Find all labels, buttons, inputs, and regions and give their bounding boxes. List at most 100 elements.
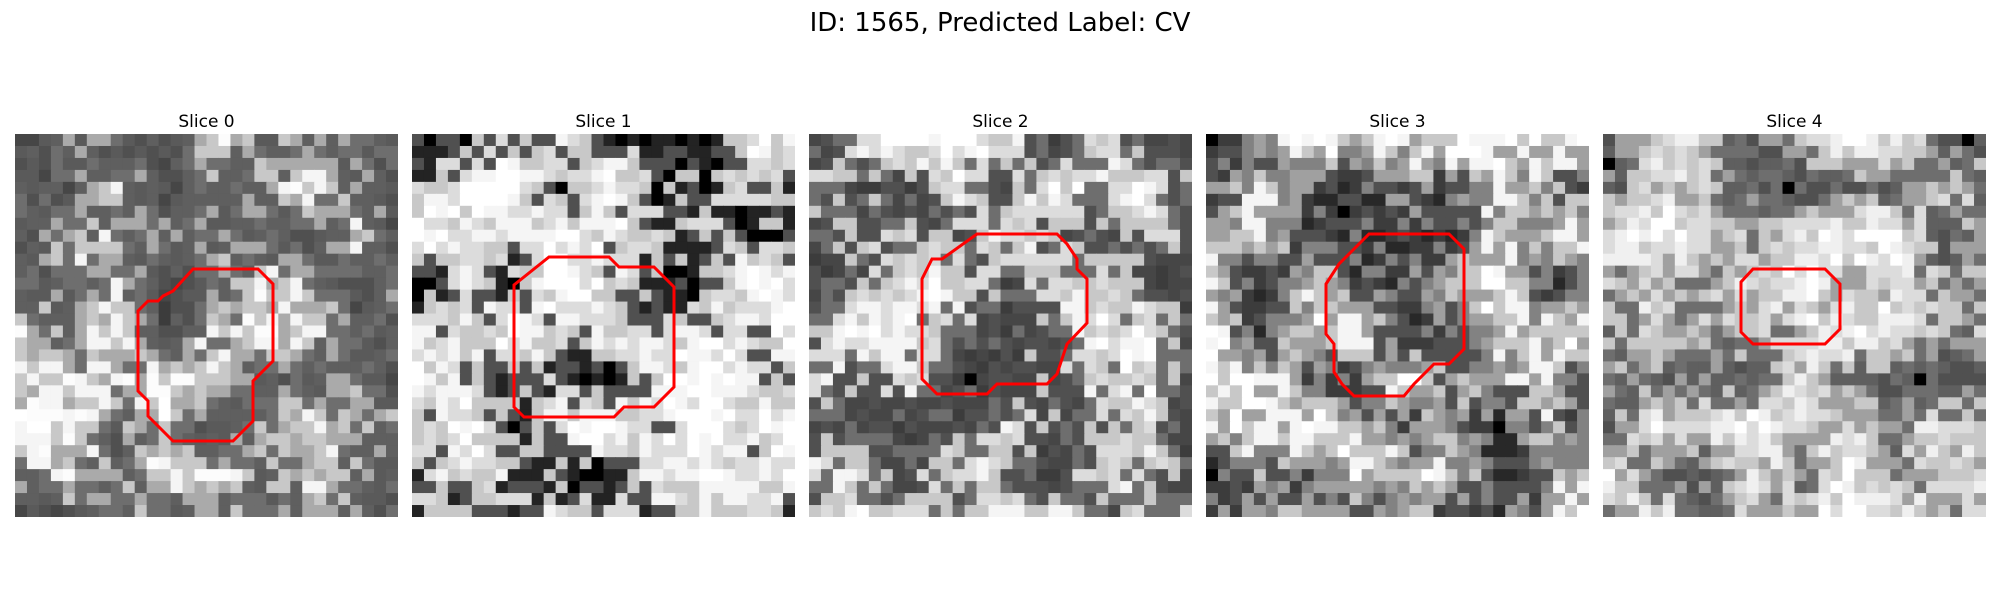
pixel bbox=[735, 409, 748, 422]
pixel bbox=[1180, 409, 1192, 422]
pixel bbox=[1180, 397, 1192, 410]
pixel bbox=[1866, 373, 1879, 386]
pixel bbox=[146, 373, 160, 386]
pixel bbox=[1253, 481, 1267, 494]
pixel bbox=[1241, 205, 1255, 219]
pixel bbox=[1662, 313, 1676, 327]
pixel bbox=[50, 217, 64, 231]
pixel bbox=[314, 361, 327, 374]
pixel bbox=[964, 433, 978, 446]
pixel bbox=[1842, 301, 1855, 315]
pixel bbox=[531, 145, 545, 159]
pixel bbox=[820, 409, 834, 422]
pixel bbox=[723, 229, 736, 243]
pixel bbox=[1866, 241, 1879, 255]
pixel bbox=[1108, 421, 1121, 434]
pixel bbox=[1710, 253, 1724, 267]
pixel bbox=[158, 469, 172, 482]
pixel bbox=[1854, 313, 1867, 327]
pixel bbox=[1084, 433, 1097, 446]
pixel bbox=[809, 145, 822, 159]
pixel bbox=[1337, 325, 1351, 339]
pixel bbox=[687, 385, 700, 398]
pixel bbox=[1397, 145, 1411, 159]
pixel bbox=[1253, 325, 1267, 339]
pixel bbox=[218, 397, 232, 410]
pixel bbox=[1505, 373, 1518, 386]
pixel bbox=[1469, 457, 1482, 470]
pixel bbox=[952, 181, 966, 195]
pixel bbox=[170, 421, 184, 434]
pixel bbox=[1565, 445, 1578, 458]
pixel bbox=[1253, 349, 1267, 363]
pixel bbox=[1229, 337, 1243, 351]
pixel bbox=[38, 289, 52, 303]
pixel bbox=[783, 385, 795, 398]
pixel bbox=[1024, 217, 1038, 231]
pixel bbox=[1457, 433, 1470, 446]
pixel bbox=[1926, 397, 1939, 410]
pixel bbox=[50, 457, 64, 470]
pixel bbox=[844, 421, 858, 434]
pixel bbox=[1770, 397, 1784, 410]
pixel bbox=[1614, 157, 1628, 171]
pixel bbox=[880, 205, 894, 219]
pixel bbox=[1156, 241, 1169, 255]
pixel bbox=[675, 349, 688, 363]
pixel bbox=[1603, 253, 1616, 267]
pixel bbox=[1493, 253, 1506, 267]
pixel bbox=[1156, 313, 1169, 327]
pixel bbox=[964, 337, 978, 351]
pixel bbox=[1217, 169, 1231, 183]
pixel bbox=[1301, 445, 1315, 458]
pixel bbox=[1626, 205, 1640, 219]
pixel bbox=[26, 253, 40, 267]
pixel bbox=[1914, 157, 1927, 171]
pixel bbox=[880, 337, 894, 351]
pixel bbox=[1229, 169, 1243, 183]
pixel bbox=[916, 205, 930, 219]
pixel bbox=[1421, 361, 1435, 374]
pixel bbox=[362, 481, 375, 494]
pixel bbox=[98, 409, 112, 422]
pixel bbox=[892, 241, 906, 255]
pixel bbox=[1866, 145, 1879, 159]
pixel bbox=[338, 169, 351, 183]
pixel bbox=[50, 193, 64, 207]
pixel bbox=[1974, 325, 1986, 339]
pixel bbox=[1529, 469, 1542, 482]
pixel bbox=[242, 277, 255, 291]
pixel bbox=[38, 157, 52, 171]
pixel bbox=[1277, 229, 1291, 243]
pixel bbox=[218, 301, 232, 315]
pixel bbox=[1265, 193, 1279, 207]
pixel bbox=[1770, 421, 1784, 434]
pixel bbox=[1096, 157, 1109, 171]
pixel bbox=[1313, 445, 1327, 458]
pixel bbox=[1698, 325, 1712, 339]
pixel bbox=[735, 145, 748, 159]
pixel bbox=[1565, 421, 1578, 434]
pixel bbox=[1938, 265, 1951, 279]
pixel bbox=[759, 505, 772, 517]
pixel bbox=[290, 217, 303, 231]
pixel bbox=[1866, 169, 1879, 183]
pixel bbox=[1108, 397, 1121, 410]
pixel bbox=[362, 265, 375, 279]
pixel bbox=[1553, 313, 1566, 327]
pixel bbox=[603, 145, 617, 159]
pixel bbox=[603, 445, 617, 458]
pixel bbox=[1072, 493, 1085, 506]
pixel bbox=[170, 325, 184, 339]
pixel bbox=[591, 145, 605, 159]
pixel bbox=[567, 325, 581, 339]
pixel bbox=[1950, 349, 1963, 363]
pixel bbox=[302, 433, 315, 446]
pixel bbox=[50, 469, 64, 482]
pixel bbox=[386, 181, 398, 195]
pixel bbox=[1686, 445, 1700, 458]
pixel bbox=[1337, 157, 1351, 171]
pixel bbox=[1698, 241, 1712, 255]
pixel bbox=[1060, 433, 1073, 446]
pixel bbox=[1072, 373, 1085, 386]
